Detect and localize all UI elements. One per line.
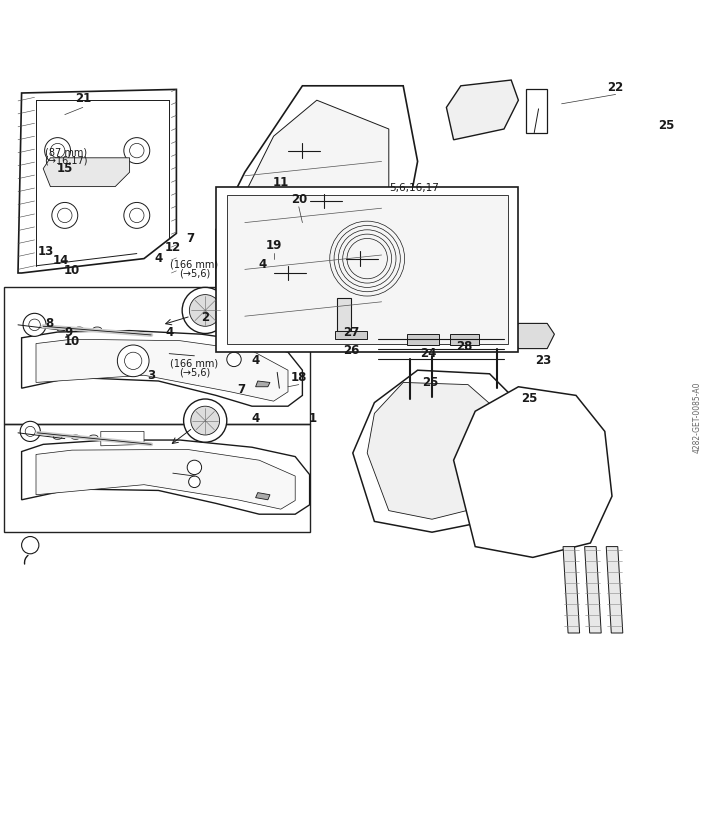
- Polygon shape: [335, 330, 367, 339]
- Polygon shape: [450, 334, 479, 345]
- Circle shape: [45, 138, 71, 163]
- Circle shape: [273, 366, 282, 374]
- Text: (→5,6): (→5,6): [179, 269, 210, 279]
- Ellipse shape: [57, 327, 66, 331]
- Text: 14: 14: [53, 254, 69, 267]
- Text: 19: 19: [266, 239, 282, 252]
- Text: 27: 27: [343, 325, 359, 339]
- Text: 1: 1: [309, 412, 318, 425]
- Text: 26: 26: [343, 344, 359, 357]
- Text: 25: 25: [423, 376, 438, 389]
- Text: 18: 18: [291, 371, 307, 384]
- Text: 15: 15: [57, 162, 73, 175]
- Circle shape: [124, 203, 150, 229]
- Circle shape: [191, 406, 220, 435]
- Circle shape: [189, 476, 200, 488]
- Circle shape: [124, 138, 150, 163]
- Text: 22: 22: [608, 81, 624, 93]
- Polygon shape: [18, 89, 176, 273]
- Text: 4: 4: [165, 325, 174, 339]
- Circle shape: [184, 399, 227, 442]
- Ellipse shape: [53, 435, 62, 440]
- Polygon shape: [216, 187, 518, 352]
- Circle shape: [50, 143, 65, 158]
- Ellipse shape: [71, 435, 80, 440]
- Text: 9: 9: [64, 325, 73, 339]
- Text: 20: 20: [291, 193, 307, 206]
- Circle shape: [52, 203, 78, 229]
- Polygon shape: [216, 86, 418, 359]
- Text: 13: 13: [37, 245, 53, 258]
- Circle shape: [182, 288, 228, 334]
- Polygon shape: [43, 158, 130, 187]
- Text: 10: 10: [64, 264, 80, 278]
- Polygon shape: [526, 89, 547, 133]
- Text: 23: 23: [536, 354, 552, 367]
- Text: 4: 4: [258, 258, 267, 271]
- Text: (→5,6): (→5,6): [179, 367, 210, 377]
- Circle shape: [29, 319, 40, 330]
- Polygon shape: [22, 440, 310, 515]
- Circle shape: [117, 345, 149, 377]
- Polygon shape: [454, 387, 612, 557]
- Polygon shape: [353, 370, 526, 532]
- Circle shape: [130, 208, 144, 223]
- Text: 7: 7: [237, 383, 246, 396]
- Ellipse shape: [93, 327, 102, 331]
- Circle shape: [227, 352, 241, 367]
- Circle shape: [531, 114, 542, 126]
- Circle shape: [22, 536, 39, 554]
- Polygon shape: [511, 324, 554, 349]
- Text: (→16,17): (→16,17): [45, 156, 88, 166]
- Text: (166 mm): (166 mm): [171, 259, 218, 269]
- Text: 4: 4: [251, 354, 260, 367]
- Circle shape: [25, 426, 35, 436]
- Text: 2: 2: [201, 311, 210, 324]
- Polygon shape: [585, 546, 601, 633]
- Text: 25: 25: [521, 393, 537, 405]
- Circle shape: [189, 294, 221, 326]
- Polygon shape: [606, 546, 623, 633]
- Circle shape: [20, 421, 40, 441]
- Text: 5,6,16,17: 5,6,16,17: [389, 183, 439, 193]
- Text: 8: 8: [45, 317, 53, 330]
- Text: 12: 12: [165, 241, 181, 254]
- Text: 4: 4: [251, 412, 260, 425]
- Polygon shape: [367, 383, 504, 520]
- Polygon shape: [563, 546, 580, 633]
- Circle shape: [130, 143, 144, 158]
- Circle shape: [23, 314, 46, 336]
- Circle shape: [58, 208, 72, 223]
- Circle shape: [187, 460, 202, 475]
- Polygon shape: [446, 80, 518, 140]
- Polygon shape: [22, 330, 302, 406]
- Text: 25: 25: [658, 119, 674, 132]
- Text: 28: 28: [456, 340, 472, 353]
- Circle shape: [125, 352, 142, 369]
- Text: 3: 3: [147, 369, 156, 382]
- Ellipse shape: [75, 327, 84, 331]
- Polygon shape: [407, 334, 439, 345]
- Polygon shape: [227, 195, 508, 344]
- Text: 4282-GET-0085-A0: 4282-GET-0085-A0: [693, 381, 701, 453]
- Polygon shape: [36, 339, 288, 401]
- Text: 10: 10: [64, 335, 80, 348]
- Polygon shape: [238, 100, 389, 345]
- Text: (87 mm): (87 mm): [45, 147, 87, 157]
- Text: 24: 24: [420, 347, 436, 360]
- Ellipse shape: [89, 435, 98, 440]
- Polygon shape: [36, 450, 295, 510]
- Text: 4: 4: [154, 252, 163, 265]
- Polygon shape: [101, 431, 144, 446]
- Text: 21: 21: [75, 93, 91, 105]
- Text: 11: 11: [273, 177, 289, 189]
- Text: (166 mm): (166 mm): [171, 358, 218, 368]
- Polygon shape: [256, 381, 270, 387]
- Polygon shape: [337, 299, 351, 330]
- Text: 7: 7: [186, 232, 195, 245]
- Polygon shape: [256, 493, 270, 500]
